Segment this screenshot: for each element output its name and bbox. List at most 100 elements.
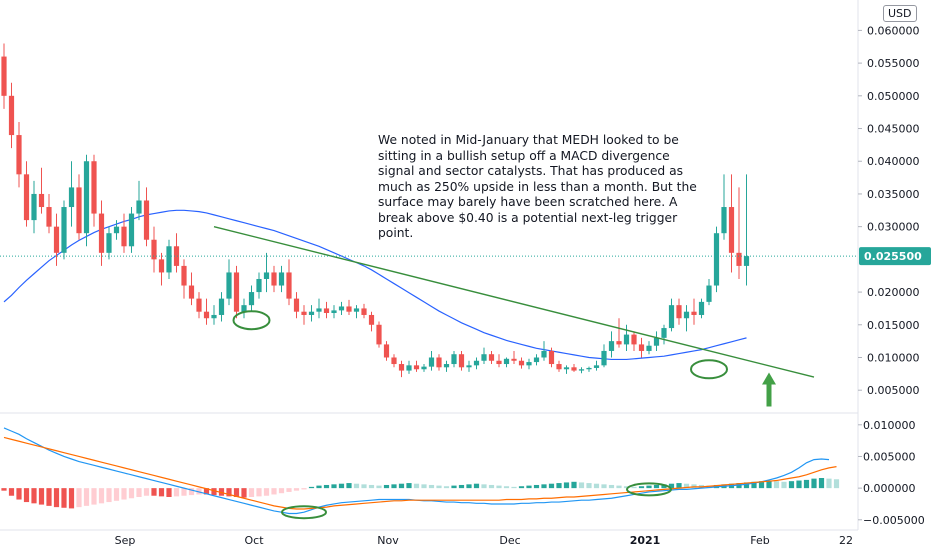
candle: [368, 311, 375, 332]
macd-histogram-bar: [668, 483, 675, 489]
candle-body: [38, 193, 45, 208]
time-tick-label: Sep: [115, 534, 136, 547]
candle: [496, 354, 502, 368]
candle-body: [83, 161, 90, 234]
macd-histogram-bar: [503, 486, 510, 489]
candle-body: [61, 207, 67, 253]
candle-body: [503, 358, 510, 365]
candle-body: [743, 256, 750, 266]
macd-histogram-bar: [166, 488, 172, 497]
candle: [676, 298, 682, 325]
candle: [248, 285, 255, 312]
candle: [488, 350, 495, 365]
candle: [226, 259, 232, 306]
macd-histogram-bar: [316, 485, 322, 489]
time-tick-label: Feb: [750, 534, 769, 547]
candle: [406, 360, 412, 374]
last-price-label: 0.025500: [864, 250, 922, 263]
candle-body: [53, 226, 60, 253]
candle: [706, 278, 712, 306]
candle-body: [496, 360, 502, 365]
macd-histogram-bar: [38, 488, 45, 505]
candle: [728, 174, 735, 273]
candle: [661, 324, 667, 345]
price-tick-label: 0.010000: [867, 351, 920, 364]
candle-body: [218, 298, 225, 315]
candle-body: [331, 310, 337, 314]
candle: [256, 272, 262, 299]
price-tick-label: 0.045000: [867, 123, 920, 136]
candle-body: [256, 278, 262, 293]
candle: [721, 174, 727, 240]
macd-tick-label: −0.005000: [863, 514, 925, 527]
candle-body: [428, 357, 435, 367]
candle-body: [361, 308, 367, 315]
price-tick-label: 0.030000: [867, 221, 920, 234]
divergence-ellipse: [626, 482, 672, 497]
candle-body: [128, 213, 135, 247]
candle-body: [188, 285, 195, 299]
candle: [46, 193, 52, 234]
candle-body: [443, 364, 450, 368]
macd-tick-label: 0.005000: [863, 450, 916, 463]
macd-histogram-bar: [638, 486, 645, 489]
macd-histogram-bar: [773, 481, 780, 489]
candle: [286, 259, 292, 306]
candle-body: [421, 366, 427, 370]
candle-body: [31, 193, 37, 221]
candle-body: [181, 265, 187, 286]
candle: [578, 367, 585, 374]
candle: [38, 167, 45, 214]
last-price-badge: [859, 247, 931, 266]
candle: [16, 121, 22, 188]
candle: [61, 200, 67, 260]
candle: [571, 364, 577, 372]
candle: [608, 331, 615, 358]
candle-body: [23, 174, 30, 221]
candle-body: [136, 200, 142, 214]
macd-histogram-bar: [218, 488, 225, 496]
candle: [308, 305, 315, 322]
candle: [173, 233, 180, 273]
macd-histogram-bar: [736, 483, 742, 489]
currency-selector[interactable]: USD: [883, 5, 917, 22]
signal-line: [3, 436, 837, 510]
candle-body: [706, 285, 712, 302]
candle-body: [346, 306, 352, 312]
candle-body: [203, 311, 210, 319]
candle: [83, 154, 90, 247]
macd-histogram-bar: [548, 483, 555, 489]
macd-histogram-bar: [646, 485, 652, 489]
candle-body: [511, 358, 517, 361]
candle-body: [263, 272, 270, 279]
candle: [346, 299, 352, 315]
macd-histogram-bar: [796, 480, 802, 489]
macd-histogram-bar: [301, 488, 307, 490]
macd-histogram-bar: [593, 483, 600, 489]
candle-body: [121, 226, 127, 247]
moving-average-line: [3, 209, 747, 361]
candle: [623, 324, 630, 351]
candle-body: [376, 324, 382, 345]
candle: [398, 360, 405, 378]
macd-histogram-bar: [158, 488, 165, 497]
candle: [293, 292, 300, 319]
price-tick-label: 0.050000: [867, 90, 920, 103]
candle: [76, 174, 82, 240]
macd-histogram-bar: [751, 481, 757, 489]
macd-histogram-bar: [106, 488, 112, 503]
candle: [211, 305, 217, 325]
candle: [593, 360, 600, 371]
macd-histogram-bar: [68, 488, 75, 509]
candle-body: [106, 233, 112, 253]
macd-histogram-bar: [398, 483, 405, 489]
candle: [98, 200, 105, 266]
candle: [188, 272, 195, 306]
highlight-ellipse: [690, 359, 728, 380]
candle: [361, 303, 367, 319]
macd-histogram-bar: [1, 488, 7, 491]
candle: [458, 350, 465, 371]
candle: [1, 43, 7, 109]
candle-body: [668, 305, 675, 329]
